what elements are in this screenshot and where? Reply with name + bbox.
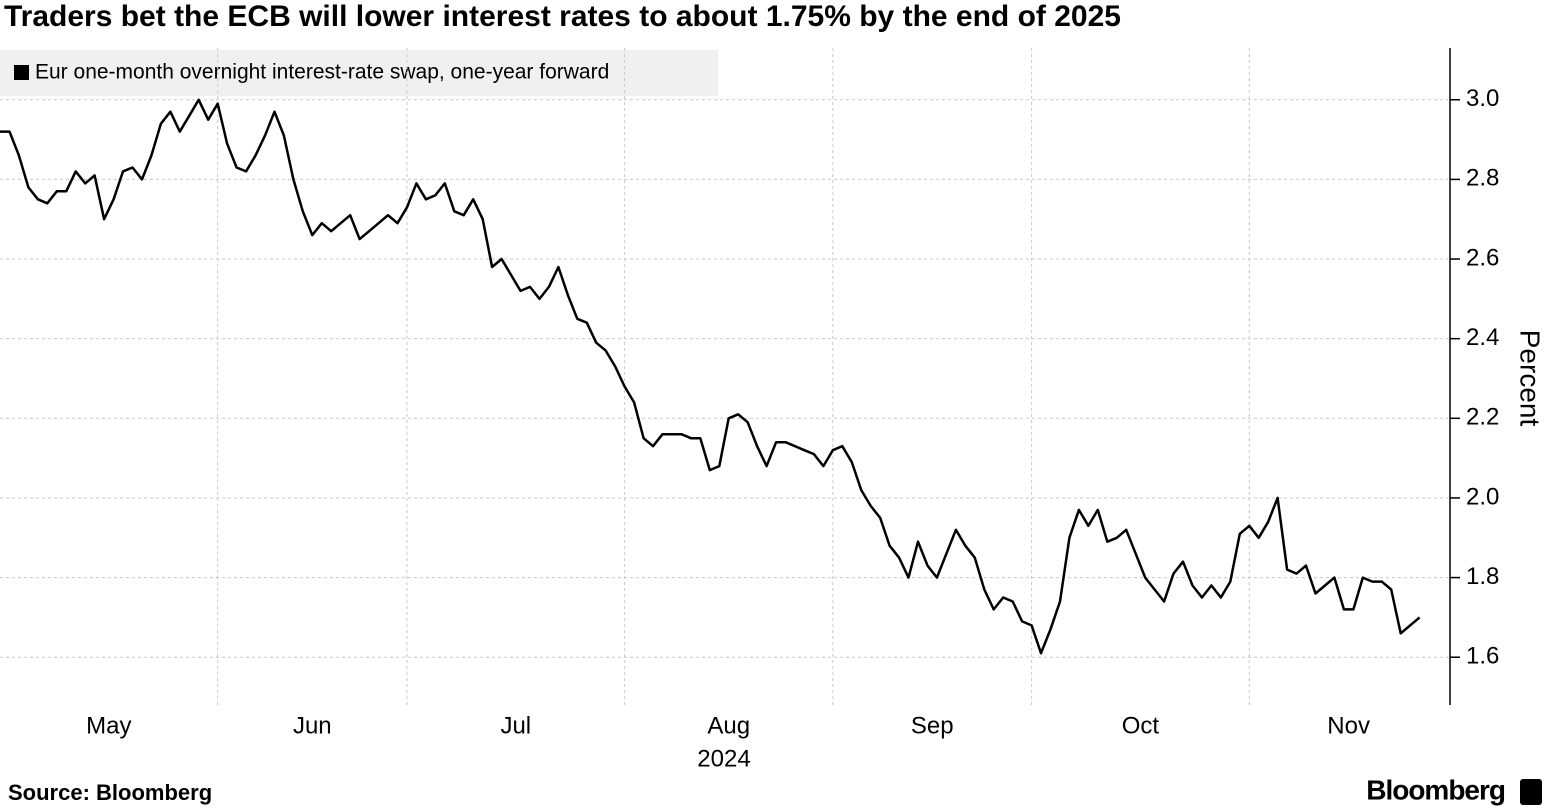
y-tick-label: 2.2 — [1466, 404, 1499, 431]
y-tick-label: 2.4 — [1466, 324, 1499, 351]
x-tick-label: Sep — [911, 712, 954, 739]
y-tick-label: 2.8 — [1466, 165, 1499, 192]
x-tick-label: Jul — [500, 712, 531, 739]
x-tick-label: May — [86, 712, 131, 739]
x-tick-label: Oct — [1122, 712, 1160, 739]
y-tick-label: 2.0 — [1466, 483, 1499, 510]
line — [0, 98, 1421, 655]
x-tick-label: Aug — [707, 712, 750, 739]
x-axis-label: 2024 — [697, 745, 750, 772]
x-tick-label: Nov — [1327, 712, 1370, 739]
source: Source: Bloomberg — [8, 780, 212, 805]
y-tick-label: 1.8 — [1466, 563, 1499, 590]
legend-label: Eur one-month overnight interest-rate sw… — [35, 61, 609, 84]
y-axis-label: Percent — [1515, 330, 1546, 427]
chart-title: Traders bet the ECB will lower interest … — [4, 0, 1121, 33]
x-tick-label: Jun — [293, 712, 332, 739]
y-tick-label: 3.0 — [1466, 85, 1499, 112]
y-tick-label: 1.6 — [1466, 643, 1499, 670]
legend-swatch — [14, 65, 29, 80]
logo: Bloomberg — [1366, 774, 1505, 805]
legend-box — [0, 50, 718, 96]
y-tick-label: 2.6 — [1466, 244, 1499, 271]
logo-icon — [1520, 779, 1542, 805]
